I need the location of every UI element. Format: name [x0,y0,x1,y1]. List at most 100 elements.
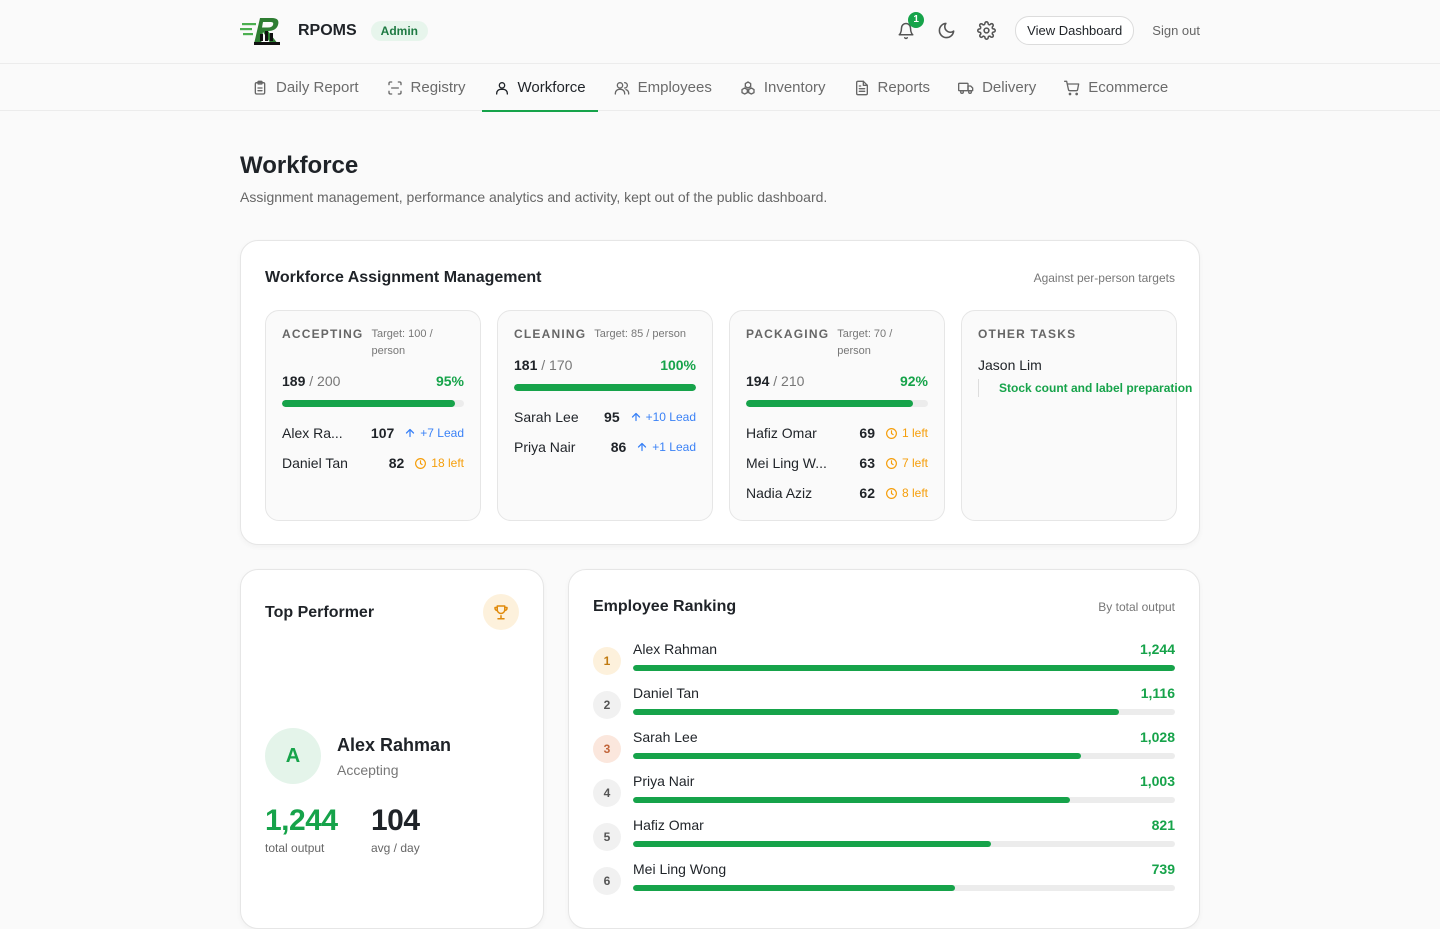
employee-name: Alex Rahman [633,641,718,657]
rank-number: 1 [593,647,621,675]
trophy-badge [483,594,519,630]
task-card-other[interactable]: OTHER TASKS Jason Lim Stock count and la… [961,310,1192,521]
assignment-card: Workforce Assignment Management Against … [240,240,1200,545]
tab-label: Workforce [517,79,586,96]
tab-registry[interactable]: Registry [375,64,478,111]
arrow-up-icon [638,442,647,452]
moon-icon [938,22,955,39]
ranking-row[interactable]: 1 Alex Rahman 1,244 [593,641,1175,681]
ranking-meta: By total output [1098,600,1175,614]
page-subtitle: Assignment management, performance analy… [240,189,828,205]
assignee-name: Nadia Aziz [746,485,813,501]
assignee-name: Alex Ra... [282,425,343,441]
output-bar-fill [633,885,955,891]
document-icon [855,80,868,95]
output-bar-fill [633,709,1120,715]
ranking-row[interactable]: 5 Hafiz Omar 821 [593,817,1175,857]
employee-ranking-card: Employee Ranking By total output 1 Alex … [568,569,1200,929]
assignee-output: 69 [859,425,875,441]
output-bar-fill [633,841,991,847]
progress-percent: 95% [435,373,464,389]
trophy-icon [494,605,508,620]
role-badge: Admin [370,21,429,41]
progress-bar [746,400,928,407]
sign-out-link[interactable]: Sign out [1152,23,1200,38]
task-name: ACCEPTING [282,327,364,341]
clock-icon [886,487,897,499]
task-card-accepting[interactable]: ACCEPTING Target: 100 / person 189 / 200… [265,310,481,521]
tab-label: Daily Report [276,79,359,96]
arrow-up-icon [406,428,415,438]
arrow-up-icon [631,412,640,422]
task-target: Target: 85 / person [594,328,687,340]
task-card-cleaning[interactable]: CLEANING Target: 85 / person 181 / 170 1… [497,310,713,521]
cart-icon [1064,80,1080,95]
progress-bar [514,384,696,391]
tab-label: Ecommerce [1088,79,1169,96]
brand[interactable]: RPOMS Admin [240,14,429,48]
progress-count: 181 / 170 [514,357,573,373]
top-performer-name: Alex Rahman [337,735,452,755]
tab-delivery[interactable]: Delivery [946,64,1048,111]
assignee-row: Priya Nair 86 +1 Lead [514,439,696,455]
view-dashboard-button[interactable]: View Dashboard [1015,16,1135,45]
progress-bar-fill [282,400,455,407]
tab-employees[interactable]: Employees [602,64,724,111]
progress-count: 194 / 210 [746,373,805,389]
rank-number: 6 [593,867,621,895]
ranking-row[interactable]: 3 Sarah Lee 1,028 [593,729,1175,769]
assignee-row: Sarah Lee 95 +10 Lead [514,409,696,425]
tab-workforce[interactable]: Workforce [481,64,598,112]
ranking-row[interactable]: 6 Mei Ling Wong 739 [593,861,1175,901]
progress-percent: 92% [899,373,928,389]
output-bar [633,885,1175,891]
task-card-packaging[interactable]: PACKAGING Target: 70 / person 194 / 210 … [729,310,945,521]
employee-output: 1,116 [1140,685,1175,701]
top-actions: 1 View Dashboard Sign out [895,11,1200,45]
avg-per-day-label: avg / day [371,841,420,855]
progress-bar [282,400,464,407]
remaining-indicator: 7 left [885,456,928,470]
bell-icon [898,22,914,39]
tab-label: Reports [877,79,931,96]
tab-reports[interactable]: Reports [842,64,943,111]
output-bar [633,665,1175,671]
truck-icon [958,82,974,94]
main-nav: Daily Report Registry Workforce Employee… [0,64,1440,112]
settings-button[interactable] [975,20,997,42]
theme-toggle-button[interactable] [935,20,957,42]
ranking-title: Employee Ranking [593,598,737,615]
ranking-row[interactable]: 4 Priya Nair 1,003 [593,773,1175,813]
ranking-row[interactable]: 2 Daniel Tan 1,116 [593,685,1175,725]
clock-icon [886,427,897,439]
tab-ecommerce[interactable]: Ecommerce [1052,64,1180,111]
tab-label: Employees [637,79,712,96]
output-bar-fill [633,665,1175,671]
task-name: CLEANING [514,327,587,341]
assignment-title: Workforce Assignment Management [265,269,542,286]
assignee-name: Priya Nair [514,439,576,455]
task-name: PACKAGING [746,327,830,341]
remaining-indicator: 8 left [885,486,928,500]
assignee-output: 107 [370,425,395,441]
tab-daily-report[interactable]: Daily Report [240,64,371,111]
employee-output: 1,028 [1139,729,1175,745]
top-performer-role: Accepting [337,762,399,778]
assignee-row: Hafiz Omar 69 1 left [746,425,928,441]
assignee-name: Daniel Tan [282,455,348,471]
top-performer-card: Top Performer A Alex Rahman Accepting 1,… [240,569,544,929]
notifications-button[interactable]: 1 [895,11,925,42]
assignee-name: Sarah Lee [514,409,579,425]
scan-icon [387,80,402,95]
tab-label: Registry [410,79,466,96]
remaining-indicator: 1 left [885,426,928,440]
total-output-label: total output [265,841,325,855]
rank-number: 3 [593,735,621,763]
tab-inventory[interactable]: Inventory [728,64,838,111]
employee-name: Mei Ling Wong [633,861,727,877]
output-bar-fill [633,797,1070,803]
rank-number: 2 [593,691,621,719]
users-icon [614,81,629,95]
task-target: Target: 100 / person [371,328,433,357]
output-bar [633,797,1175,803]
